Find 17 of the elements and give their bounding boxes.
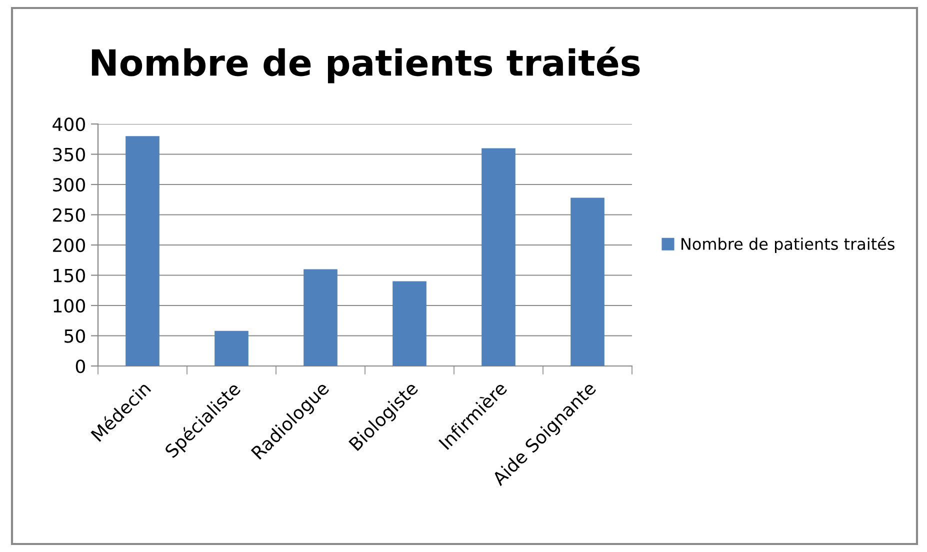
bar <box>482 148 516 366</box>
y-tick-label: 50 <box>64 329 85 343</box>
y-tick-label: 400 <box>52 117 85 132</box>
bar <box>126 136 160 366</box>
chart-title: Nombre de patients traités <box>92 46 640 84</box>
y-tick-label: 250 <box>53 208 85 222</box>
legend-label: Nombre de patients traités <box>682 236 894 254</box>
bar <box>214 330 248 366</box>
y-tick-label: 0 <box>76 359 85 374</box>
y-tick-label: 350 <box>53 148 85 162</box>
bar <box>570 198 604 366</box>
y-tick-label: 200 <box>53 238 85 252</box>
bar <box>304 269 338 366</box>
y-tick-label: 300 <box>53 178 85 192</box>
y-tick-label: 150 <box>54 268 85 282</box>
y-tick-label: 100 <box>54 298 85 313</box>
bar <box>392 281 426 366</box>
